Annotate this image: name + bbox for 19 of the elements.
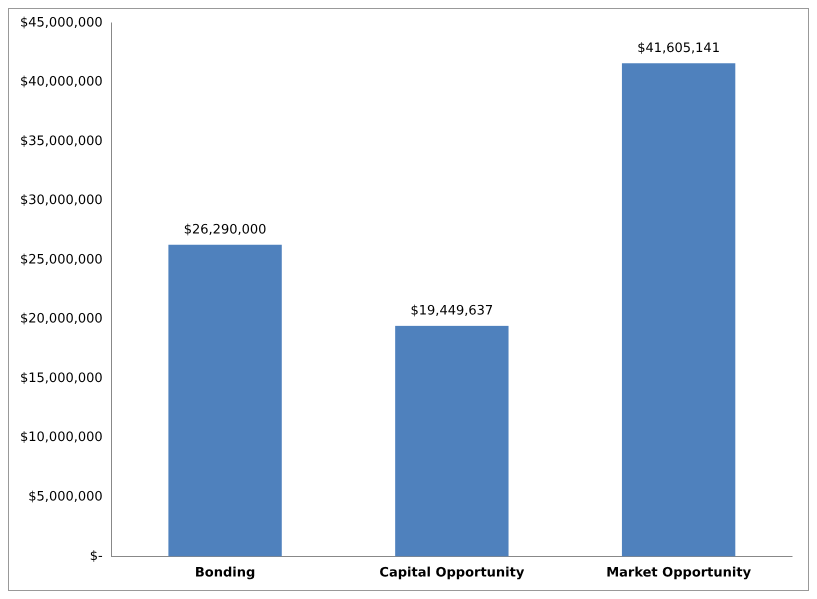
bar [395, 326, 509, 556]
y-tick-label: $15,000,000 [20, 370, 103, 386]
y-tick-label: $25,000,000 [20, 252, 103, 268]
y-tick-label: $45,000,000 [20, 15, 103, 30]
y-tick-label: $- [90, 548, 104, 564]
bar [622, 63, 736, 556]
data-label: $19,449,637 [410, 304, 494, 319]
x-tick-label: Capital Opportunity [379, 566, 525, 581]
data-label: $41,605,141 [637, 41, 720, 56]
y-tick-label: $10,000,000 [20, 430, 103, 446]
bar [168, 244, 282, 556]
x-tick-label: Bonding [194, 566, 256, 581]
y-tick-label: $30,000,000 [20, 193, 103, 208]
x-tick-label: Market Opportunity [606, 566, 752, 581]
data-label: $26,290,000 [184, 222, 266, 238]
y-tick-label: $35,000,000 [20, 134, 103, 149]
y-tick-label: $20,000,000 [20, 312, 103, 327]
y-tick-label: $40,000,000 [20, 74, 103, 90]
y-tick-label: $5,000,000 [28, 490, 103, 505]
